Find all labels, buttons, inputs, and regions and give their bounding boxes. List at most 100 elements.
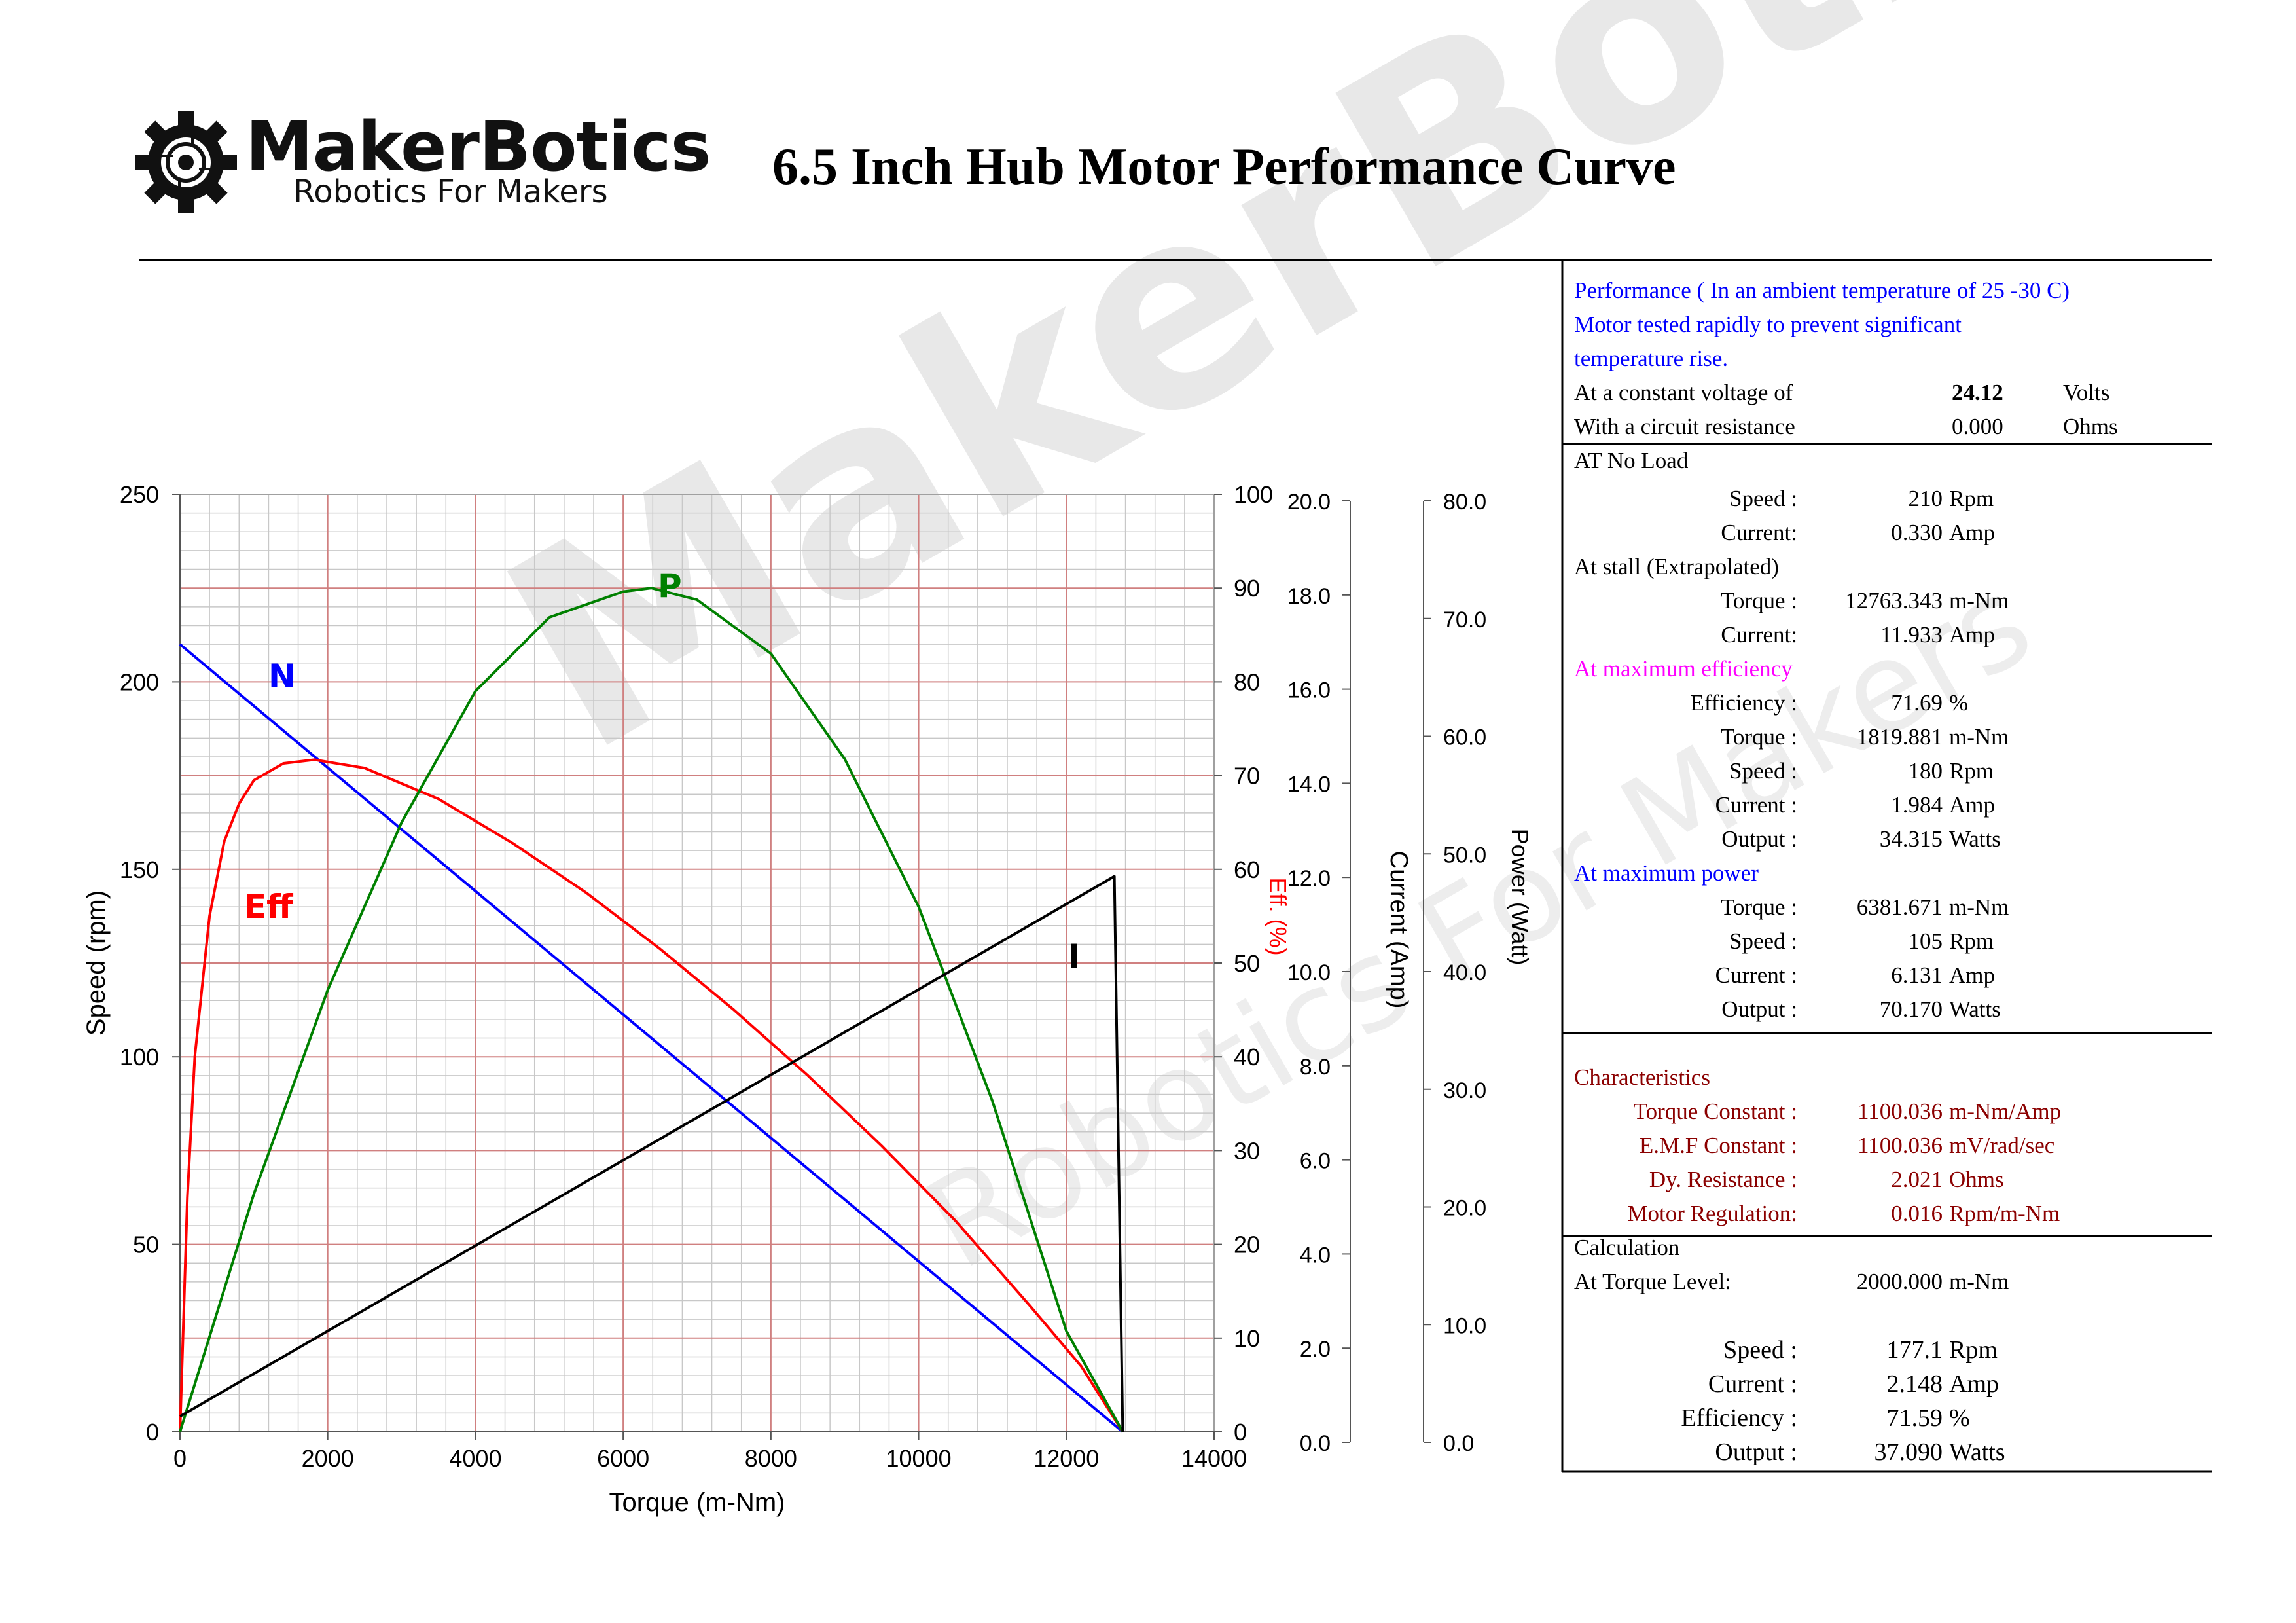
emf-constant-value: 1100.036: [1857, 1133, 1943, 1158]
chart-grid: [179, 494, 1215, 1432]
max-power-output-value: 70.170: [1879, 996, 1943, 1022]
current-axis-title: Current (Amp): [1385, 851, 1412, 1009]
torque-constant-value: 1100.036: [1857, 1099, 1943, 1124]
dy-resistance-label: Dy. Resistance :: [1649, 1167, 1797, 1192]
chart-series: [179, 587, 1124, 1433]
current-tick-label: 20.0: [1287, 490, 1331, 515]
page-title: 6.5 Inch Hub Motor Performance Curve: [772, 138, 1676, 196]
x-tick-label: 10000: [886, 1445, 952, 1472]
speed-tick-label: 150: [120, 856, 159, 883]
series-label-eff: Eff: [244, 888, 293, 926]
max-eff-current-label: Current :: [1715, 792, 1797, 818]
speed-tick-label: 0: [146, 1419, 159, 1446]
max-eff-torque-value: 1819.881: [1856, 724, 1943, 750]
eff-tick-label: 30: [1234, 1137, 1260, 1164]
max-eff-current-value: 1.984: [1891, 792, 1943, 818]
max-power-speed-unit: Rpm: [1949, 928, 1994, 954]
torque-constant-label: Torque Constant :: [1633, 1099, 1797, 1124]
max-power-torque-unit: m-Nm: [1949, 894, 2009, 920]
max-power-current-label: Current :: [1715, 962, 1797, 988]
resistance-unit: Ohms: [2063, 414, 2118, 439]
max-power-torque-value: 6381.671: [1856, 894, 1943, 920]
chart-labels: N Eff P I: [244, 567, 1081, 976]
speed-tick-label: 250: [120, 481, 159, 508]
power-tick-label: 40.0: [1443, 960, 1486, 985]
calc-output-unit: Watts: [1949, 1438, 2005, 1466]
no-load-speed-unit: Rpm: [1949, 486, 1994, 511]
motor-regulation-label: Motor Regulation:: [1627, 1201, 1797, 1226]
calc-torque-label: At Torque Level:: [1574, 1269, 1731, 1294]
calc-torque-unit: m-Nm: [1949, 1269, 2009, 1294]
brand-tagline: Robotics For Makers: [293, 173, 608, 210]
max-eff-torque-unit: m-Nm: [1949, 724, 2009, 750]
max-eff-output-value: 34.315: [1879, 826, 1943, 852]
max-eff-output-unit: Watts: [1949, 826, 2001, 852]
eff-tick-label: 70: [1234, 763, 1260, 790]
emf-constant-label: E.M.F Constant :: [1639, 1133, 1797, 1158]
speed-tick-label: 200: [120, 668, 159, 695]
series-line-i: [179, 875, 1124, 1432]
eff-tick-label: 60: [1234, 856, 1260, 883]
eff-axis-title: Eff. (%): [1265, 877, 1291, 955]
stall-torque-unit: m-Nm: [1949, 588, 2009, 613]
max-power-torque-label: Torque :: [1720, 894, 1797, 920]
power-tick-label: 30.0: [1443, 1078, 1486, 1103]
no-load-speed-value: 210: [1908, 486, 1943, 511]
x-tick-label: 0: [173, 1445, 187, 1472]
max-power-speed-value: 105: [1908, 928, 1943, 954]
calculation-heading: Calculation: [1574, 1235, 1680, 1260]
dy-resistance-value: 2.021: [1891, 1167, 1943, 1192]
max-eff-torque-label: Torque :: [1720, 724, 1797, 750]
stall-torque-label: Torque :: [1720, 588, 1797, 613]
eff-tick-label: 0: [1234, 1419, 1247, 1446]
perf-line3: temperature rise.: [1574, 346, 1729, 371]
stall-heading: At stall (Extrapolated): [1574, 554, 1779, 579]
calc-torque-value: 2000.000: [1856, 1269, 1943, 1294]
calc-speed-value: 177.1: [1886, 1336, 1943, 1364]
max-power-output-unit: Watts: [1949, 996, 2001, 1022]
calc-current-unit: Amp: [1949, 1370, 1999, 1398]
x-axis-title: Torque (m-Nm): [609, 1488, 785, 1517]
eff-tick-label: 20: [1234, 1231, 1260, 1258]
max-eff-output-label: Output :: [1721, 826, 1797, 852]
series-label-i: I: [1068, 938, 1081, 976]
characteristics-heading: Characteristics: [1574, 1065, 1710, 1090]
current-tick-label: 4.0: [1300, 1243, 1331, 1267]
motor-regulation-unit: Rpm/m-Nm: [1949, 1201, 2060, 1226]
no-load-current-label: Current:: [1721, 520, 1797, 545]
stall-current-unit: Amp: [1949, 622, 1995, 647]
motor-regulation-value: 0.016: [1891, 1201, 1943, 1226]
calc-current-value: 2.148: [1886, 1370, 1943, 1398]
eff-tick-label: 40: [1234, 1044, 1260, 1070]
current-tick-label: 6.0: [1300, 1149, 1331, 1174]
perf-line2: Motor tested rapidly to prevent signific…: [1574, 312, 1962, 337]
no-load-heading: AT No Load: [1574, 448, 1689, 473]
speed-axis-title: Speed (rpm): [82, 890, 111, 1036]
max-eff-speed-label: Speed :: [1729, 758, 1797, 784]
no-load-current-value: 0.330: [1891, 520, 1943, 545]
eff-tick-label: 50: [1234, 950, 1260, 977]
resistance-value: 0.000: [1952, 414, 2003, 439]
voltage-value: 24.12: [1952, 380, 2003, 405]
series-line-p: [179, 587, 1124, 1432]
current-tick-label: 2.0: [1300, 1337, 1331, 1362]
current-tick-label: 16.0: [1287, 678, 1331, 703]
power-tick-label: 60.0: [1443, 725, 1486, 750]
current-tick-label: 14.0: [1287, 772, 1331, 797]
stall-current-value: 11.933: [1880, 622, 1943, 647]
max-eff-current-unit: Amp: [1949, 792, 1995, 818]
calc-speed-label: Speed :: [1723, 1336, 1797, 1364]
no-load-current-unit: Amp: [1949, 520, 1995, 545]
eff-tick-label: 10: [1234, 1325, 1260, 1352]
max-eff-speed-unit: Rpm: [1949, 758, 1994, 784]
calc-current-label: Current :: [1708, 1370, 1797, 1398]
emf-constant-unit: mV/rad/sec: [1949, 1133, 2055, 1158]
calc-eff-value: 71.59: [1886, 1404, 1943, 1432]
current-tick-label: 18.0: [1287, 584, 1331, 609]
current-tick-label: 0.0: [1300, 1431, 1331, 1456]
current-tick-label: 8.0: [1300, 1055, 1331, 1080]
speed-tick-label: 100: [120, 1044, 159, 1070]
power-tick-label: 20.0: [1443, 1196, 1486, 1221]
calc-output-value: 37.090: [1874, 1438, 1943, 1466]
